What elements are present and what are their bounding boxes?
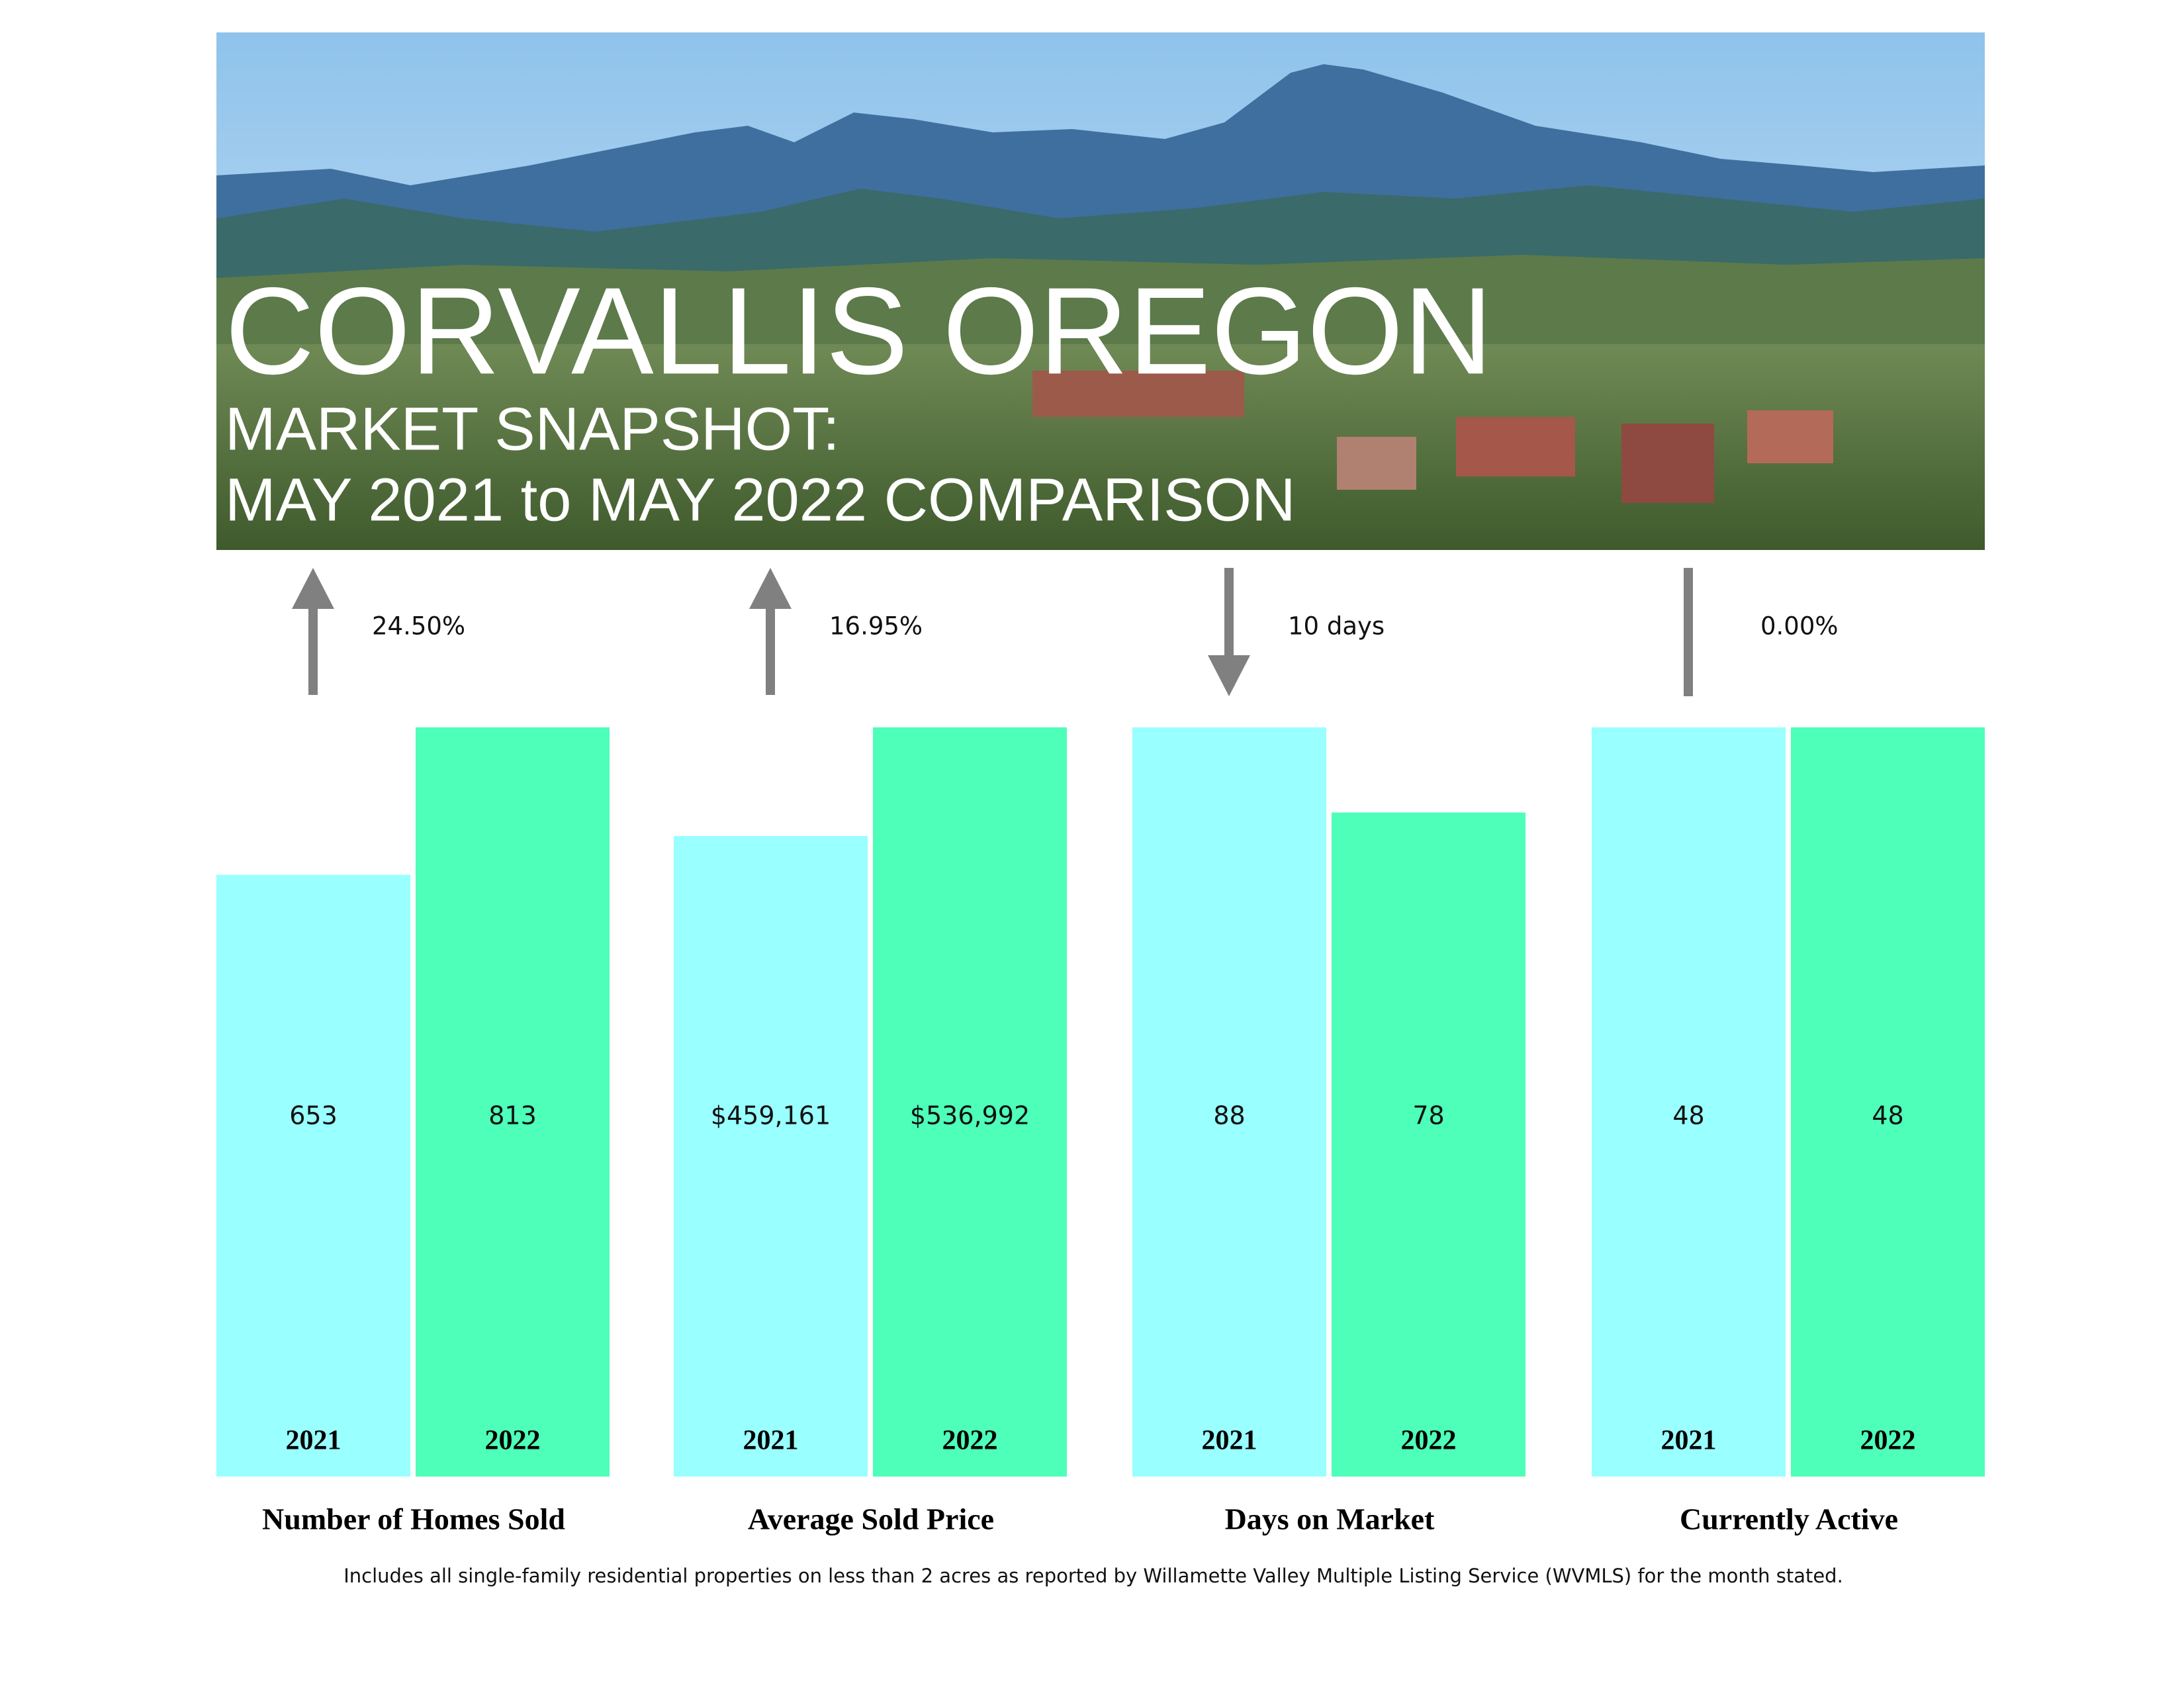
year-label: 2022 <box>485 1426 541 1456</box>
bar <box>216 874 410 1477</box>
bar <box>873 727 1067 1477</box>
value-label: 48 <box>1872 1101 1903 1130</box>
bar <box>416 727 610 1477</box>
bar <box>1332 812 1525 1477</box>
value-label: 653 <box>289 1101 338 1130</box>
year-label: 2022 <box>1860 1426 1916 1456</box>
header-photo <box>216 32 1985 550</box>
year-label: 2021 <box>286 1426 341 1456</box>
category-label: Currently Active <box>1680 1502 1898 1536</box>
bar <box>674 836 868 1477</box>
change-label: 10 days <box>1288 612 1385 641</box>
value-label: 78 <box>1412 1101 1444 1130</box>
change-arrow <box>292 568 334 695</box>
change-label: 24.50% <box>372 612 465 641</box>
year-label: 2022 <box>1401 1426 1457 1456</box>
bar <box>1791 727 1985 1477</box>
change-label: 0.00% <box>1760 612 1839 641</box>
category-label: Average Sold Price <box>748 1502 994 1536</box>
title: CORVALLIS OREGON <box>225 261 1493 400</box>
change-arrow <box>749 568 792 695</box>
change-arrow <box>1208 568 1250 696</box>
change-arrow <box>1684 568 1693 696</box>
footnote: Includes all single-family residential p… <box>343 1565 1843 1587</box>
value-label: 88 <box>1213 1101 1245 1130</box>
value-label: 48 <box>1672 1101 1704 1130</box>
year-label: 2021 <box>1202 1426 1257 1456</box>
subtitle: MAY 2021 to MAY 2022 COMPARISON <box>225 466 1296 533</box>
year-label: 2022 <box>942 1426 998 1456</box>
year-label: 2021 <box>743 1426 799 1456</box>
category-label: Days on Market <box>1225 1502 1435 1536</box>
value-label: 813 <box>488 1101 537 1130</box>
year-label: 2021 <box>1661 1426 1717 1456</box>
value-label: $459,161 <box>711 1101 831 1130</box>
subtitle: MARKET SNAPSHOT: <box>225 395 840 463</box>
value-label: $536,992 <box>910 1101 1030 1130</box>
bar <box>1132 727 1326 1477</box>
bar <box>1592 727 1786 1477</box>
category-label: Number of Homes Sold <box>262 1502 565 1536</box>
change-label: 16.95% <box>829 612 923 641</box>
